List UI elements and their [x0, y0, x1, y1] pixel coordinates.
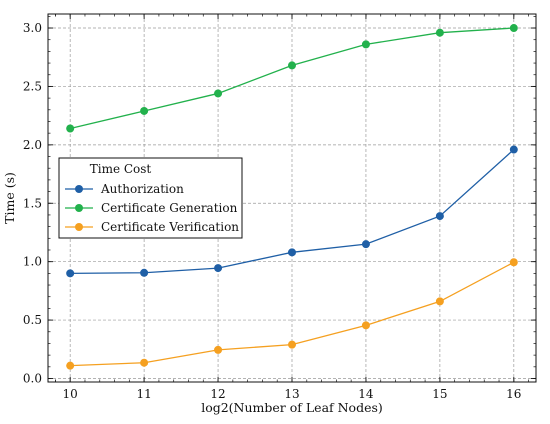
- x-tick-label: 14: [358, 387, 374, 401]
- x-tick-label: 13: [284, 387, 299, 401]
- series-certificate-verification: [66, 258, 518, 370]
- series-certificate-generation: [66, 24, 518, 133]
- data-point-certificate-verification: [288, 340, 296, 349]
- data-point-certificate-verification: [361, 321, 370, 330]
- data-point-certificate-verification: [214, 345, 223, 354]
- x-tick-label: 15: [432, 387, 447, 401]
- y-tick-label: 2.0: [23, 138, 42, 152]
- legend: Time Cost Authorization Certificate Genera…: [58, 157, 243, 239]
- data-point-authorization: [435, 212, 444, 221]
- legend-label-certificate-verification: Certificate Verification: [101, 220, 239, 234]
- data-point-certificate-generation: [361, 40, 370, 49]
- data-point-authorization: [288, 248, 296, 257]
- legend-label-authorization: Authorization: [100, 182, 184, 196]
- y-axis-label: Time (s): [2, 172, 17, 224]
- data-point-certificate-generation: [435, 28, 444, 37]
- x-tick-label: 12: [210, 387, 225, 401]
- legend-title: Time Cost: [90, 162, 152, 176]
- data-point-certificate-generation: [509, 24, 518, 33]
- x-axis-label: log2(Number of Leaf Nodes): [201, 400, 383, 415]
- data-point-certificate-verification: [435, 297, 444, 306]
- axes: 10 11 12 13 14 15 16 0.0 0.5 1.0 1.5 2.0 2.5 3.0: [23, 13, 537, 401]
- x-tick-label: 11: [136, 387, 151, 401]
- data-point-certificate-generation: [140, 106, 149, 115]
- x-tick-label: 16: [506, 387, 521, 401]
- series-authorization: [66, 145, 518, 278]
- y-tick-label: 1.0: [23, 255, 42, 269]
- data-point-authorization: [361, 240, 370, 249]
- data-point-authorization: [140, 268, 149, 277]
- legend-box: [58, 157, 243, 239]
- data-point-certificate-generation: [288, 61, 296, 70]
- series-layer: [66, 24, 518, 370]
- y-tick-label: 0.5: [23, 313, 42, 327]
- data-point-authorization: [509, 145, 518, 154]
- data-point-certificate-verification: [140, 358, 149, 367]
- y-tick-label: 1.5: [23, 196, 42, 210]
- y-tick-label: 2.5: [23, 79, 42, 93]
- legend-marker-certificate-verification: [75, 223, 83, 231]
- legend-marker-authorization: [75, 185, 83, 193]
- data-point-certificate-verification: [509, 258, 518, 267]
- y-tick-label: 3.0: [23, 21, 42, 35]
- data-point-authorization: [214, 264, 223, 273]
- x-tick-label: 10: [63, 387, 78, 401]
- legend-label-certificate-generation: Certificate Generation: [101, 201, 238, 215]
- data-point-certificate-generation: [214, 89, 223, 98]
- data-point-authorization: [66, 269, 75, 278]
- y-tick-label: 0.0: [23, 371, 42, 385]
- legend-marker-certificate-generation: [75, 204, 83, 212]
- data-point-certificate-verification: [66, 361, 75, 370]
- data-point-certificate-generation: [66, 124, 75, 133]
